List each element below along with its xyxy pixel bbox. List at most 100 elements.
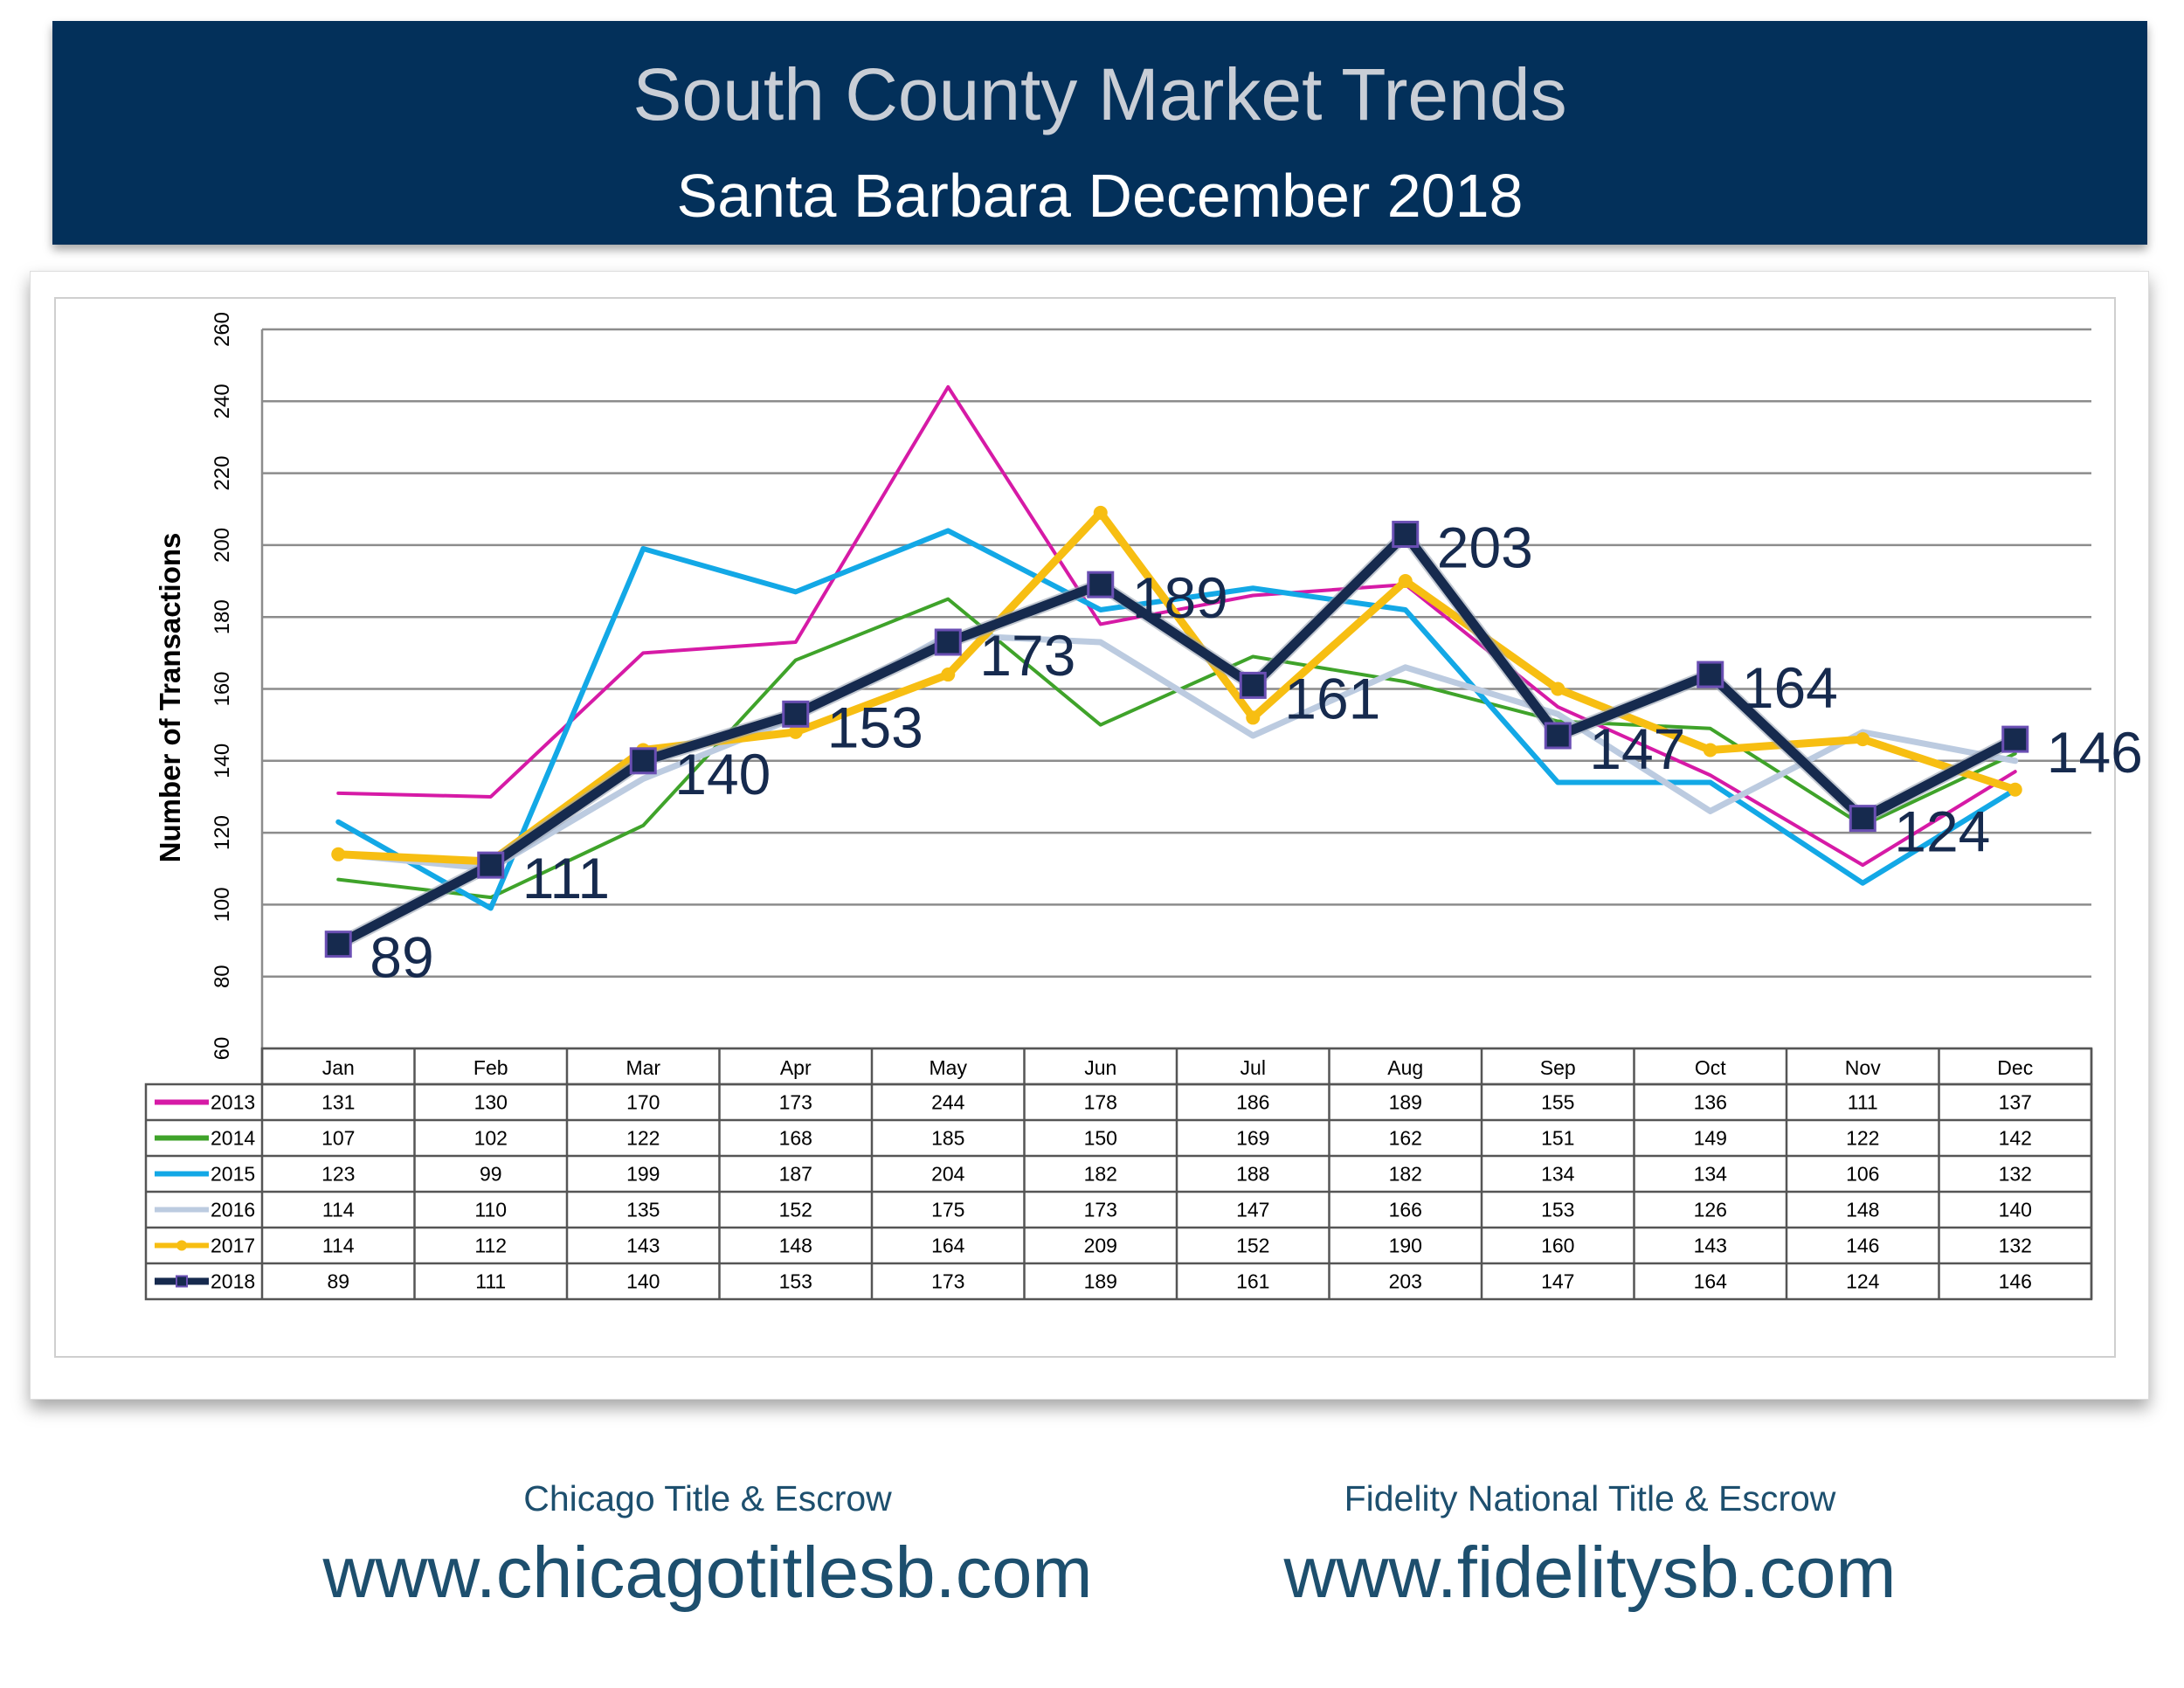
series-2017-marker xyxy=(1551,681,1565,696)
table-cell: 153 xyxy=(1541,1199,1574,1221)
table-cell: 170 xyxy=(626,1091,660,1114)
axis-layer: 60 80 100 120 140 160 180 200 220 240 260 Number of… xyxy=(154,312,264,1061)
table-cell: 150 xyxy=(1084,1127,1117,1150)
table-header-Mar: Mar xyxy=(625,1056,660,1079)
data-label: 146 xyxy=(2047,720,2143,785)
table-cell: 160 xyxy=(1541,1235,1574,1257)
left-company-name: Chicago Title & Escrow xyxy=(523,1478,892,1519)
table-header-May: May xyxy=(930,1056,968,1079)
table-cell: 155 xyxy=(1541,1091,1574,1114)
series-2018-marker xyxy=(1239,671,1267,699)
data-label: 164 xyxy=(1742,655,1838,720)
table-cell: 89 xyxy=(327,1270,349,1293)
table-cell: 111 xyxy=(475,1270,506,1293)
table-cell: 112 xyxy=(474,1235,507,1257)
legend-label-2015: 2015 xyxy=(211,1163,255,1186)
series-2018-marker xyxy=(629,747,657,775)
table-cell: 161 xyxy=(1236,1270,1269,1293)
right-company-url[interactable]: www.fidelitysb.com xyxy=(1283,1532,1897,1613)
table-cell: 173 xyxy=(931,1270,964,1293)
series-2017-marker xyxy=(1856,732,1870,747)
table-cell: 168 xyxy=(779,1127,812,1150)
table-header-Sep: Sep xyxy=(1540,1056,1576,1079)
table-cell: 186 xyxy=(1236,1091,1269,1114)
table-cell: 132 xyxy=(1999,1235,2032,1257)
legend-marker-2017 xyxy=(176,1240,187,1251)
table-cell: 162 xyxy=(1389,1127,1422,1150)
series-2018-marker xyxy=(1392,521,1420,549)
table-cell: 173 xyxy=(1084,1199,1117,1221)
table-cell: 164 xyxy=(1694,1270,1728,1293)
data-label: 89 xyxy=(370,925,433,990)
y-tick-label: 80 xyxy=(211,965,234,988)
y-tick-label: 260 xyxy=(211,312,234,347)
data-label: 189 xyxy=(1132,565,1228,630)
page-subtitle: Santa Barbara December 2018 xyxy=(676,162,1524,230)
y-tick-label: 60 xyxy=(211,1037,234,1061)
left-company-url[interactable]: www.chicagotitlesb.com xyxy=(322,1532,1093,1613)
series-2017-marker xyxy=(1093,505,1108,520)
series-2018-marker xyxy=(1544,722,1572,750)
y-tick-label: 140 xyxy=(211,744,234,778)
table-cell: 203 xyxy=(1389,1270,1422,1293)
table-cell: 99 xyxy=(480,1163,502,1186)
table-cell: 189 xyxy=(1084,1270,1117,1293)
table-cell: 152 xyxy=(1236,1235,1269,1257)
series-2017-marker xyxy=(1246,710,1261,725)
y-tick-label: 200 xyxy=(211,528,234,563)
table-cell: 124 xyxy=(1846,1270,1880,1293)
table-header-Nov: Nov xyxy=(1845,1056,1881,1079)
data-label: 111 xyxy=(522,846,610,910)
table-cell: 164 xyxy=(931,1235,965,1257)
series-2017-marker xyxy=(788,724,803,739)
table-cell: 151 xyxy=(1541,1127,1574,1150)
table-cell: 122 xyxy=(626,1127,660,1150)
chart-frame xyxy=(54,297,2116,1358)
series-line-2018 xyxy=(333,529,2021,950)
series-2017-marker xyxy=(941,668,956,682)
table-cell: 148 xyxy=(1846,1199,1879,1221)
table-cell: 148 xyxy=(779,1235,812,1257)
table-cell: 175 xyxy=(931,1199,964,1221)
legend-label-2017: 2017 xyxy=(211,1235,255,1257)
series-2018-marker xyxy=(934,628,962,656)
table-cell: 137 xyxy=(1999,1091,2032,1114)
table-header-Apr: Apr xyxy=(780,1056,812,1079)
table-cell: 166 xyxy=(1389,1199,1422,1221)
table-header-Dec: Dec xyxy=(1997,1056,2033,1079)
table-cell: 182 xyxy=(1084,1163,1117,1186)
table-cell: 131 xyxy=(321,1091,355,1114)
legend-label-2013: 2013 xyxy=(211,1091,255,1114)
chart-card xyxy=(30,271,2149,1400)
table-cell: 140 xyxy=(626,1270,660,1293)
series-2018-marker xyxy=(477,851,505,879)
series-lines xyxy=(324,384,2029,958)
table-cell: 204 xyxy=(931,1163,965,1186)
series-2017-marker xyxy=(1703,743,1717,758)
table-cell: 178 xyxy=(1084,1091,1117,1114)
y-tick-label: 120 xyxy=(211,815,234,850)
table-cell: 134 xyxy=(1541,1163,1575,1186)
y-tick-label: 160 xyxy=(211,671,234,706)
table-header-Jun: Jun xyxy=(1084,1056,1116,1079)
table-cell: 182 xyxy=(1389,1163,1422,1186)
series-line-2017 xyxy=(334,508,2020,866)
series-line-2016 xyxy=(335,632,2019,872)
page-title: South County Market Trends xyxy=(632,53,1567,135)
table-cell: 140 xyxy=(1999,1199,2032,1221)
data-table: Jan Feb Mar Apr May Jun Jul Aug Sep Oct Nov Dec 2013… xyxy=(144,1047,2093,1301)
table-cell: 143 xyxy=(1694,1235,1727,1257)
table-cell: 169 xyxy=(1236,1127,1269,1150)
table-cell: 122 xyxy=(1846,1127,1879,1150)
table-header-Aug: Aug xyxy=(1387,1056,1423,1079)
table-cell: 142 xyxy=(1999,1127,2032,1150)
table-cell: 190 xyxy=(1389,1235,1422,1257)
legend-label-2014: 2014 xyxy=(211,1127,255,1150)
table-header-Jul: Jul xyxy=(1241,1056,1266,1079)
table-cell: 147 xyxy=(1236,1199,1269,1221)
series-2018-marker xyxy=(1087,571,1115,598)
y-axis-title: Number of Transactions xyxy=(154,533,186,863)
table-cell: 123 xyxy=(321,1163,355,1186)
series-2017-marker xyxy=(1398,574,1413,589)
table-cell: 102 xyxy=(474,1127,508,1150)
